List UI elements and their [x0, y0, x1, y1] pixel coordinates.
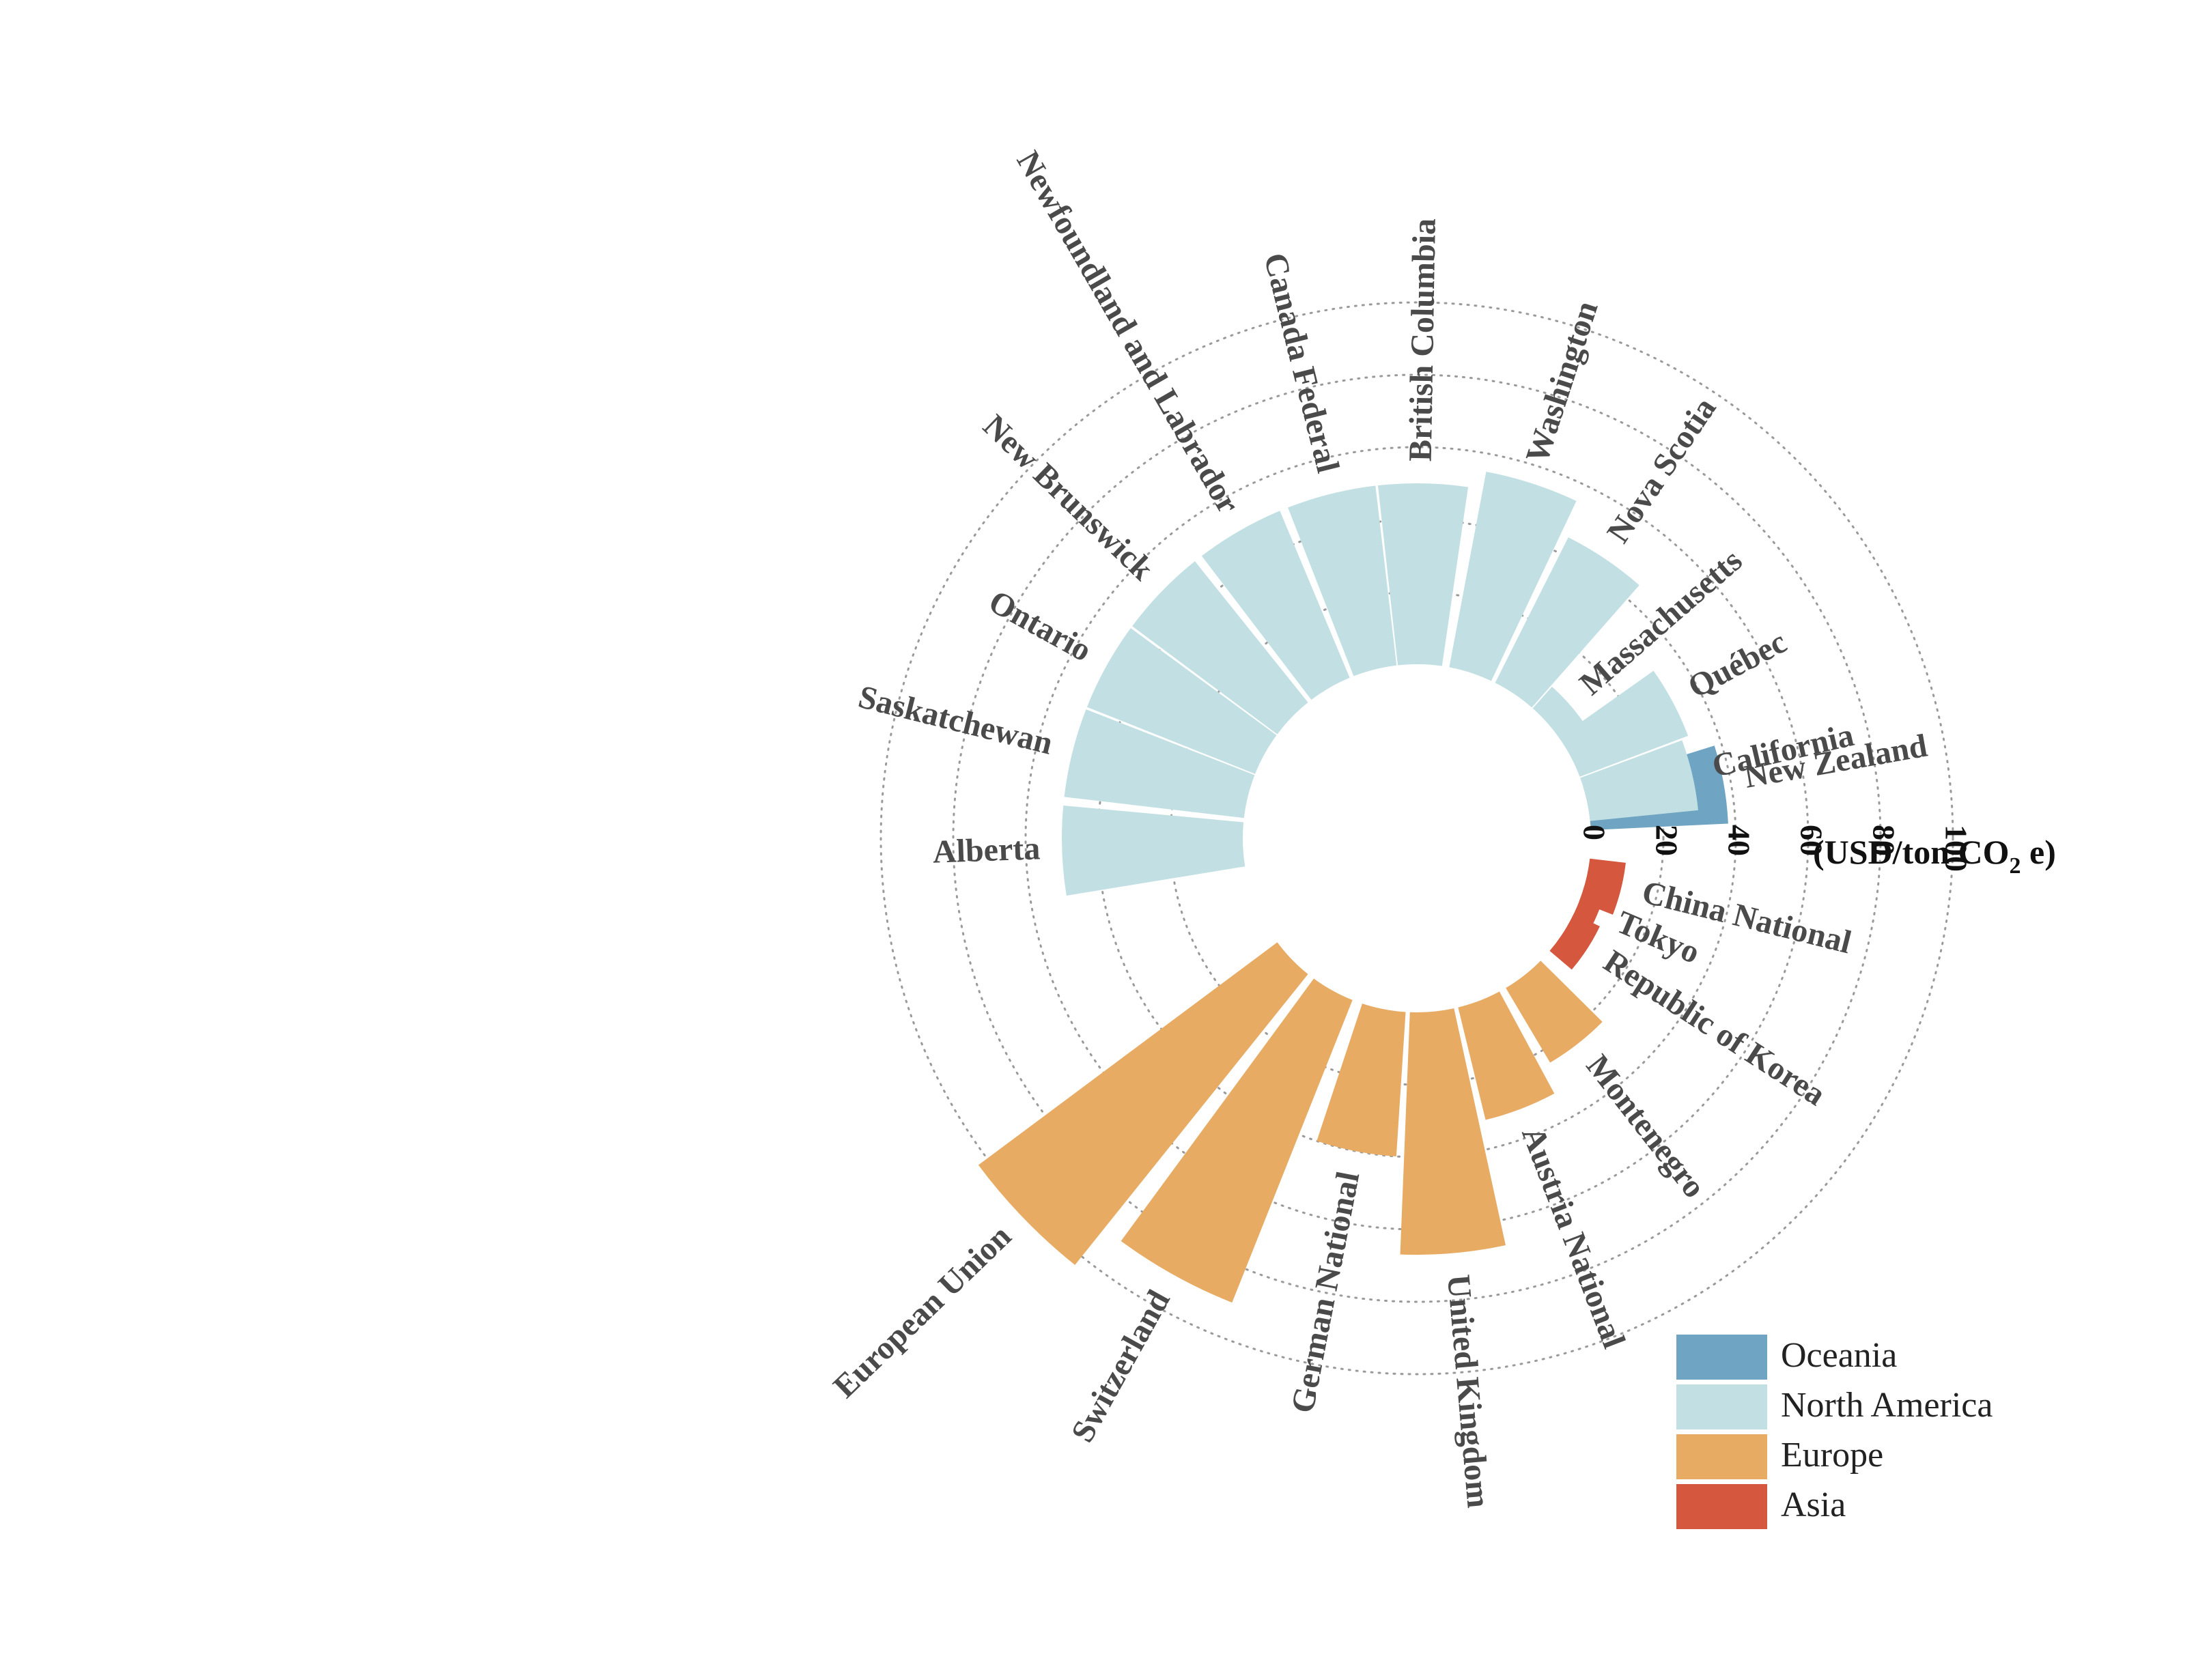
legend-swatch-asia [1676, 1484, 1767, 1529]
label-united-kingdom: United Kingdom [1440, 1273, 1497, 1509]
radial-tick-100: 100 [1939, 825, 1973, 872]
label-washington: Washington [1519, 297, 1605, 468]
grid-ring [879, 301, 1954, 1376]
bar-alberta [1062, 805, 1245, 896]
bars [978, 472, 1728, 1303]
legend-swatch-north-america [1676, 1384, 1767, 1429]
bar-european-union [978, 942, 1308, 1266]
radial-tick-40: 40 [1721, 825, 1756, 856]
bar-ontario [1086, 628, 1277, 774]
label-austria-national: Austria National [1515, 1122, 1632, 1353]
unit-subscript: 2 [2010, 853, 2021, 879]
label-canada-federal: Canada Federal [1256, 249, 1346, 476]
bar-republic-of-korea [1549, 913, 1600, 970]
bar-massachusetts [1532, 686, 1586, 742]
legend: Oceania North America Europe Asia [1676, 1335, 1993, 1529]
label-saskatchewan: Saskatchewan [855, 679, 1056, 762]
bar-saskatchewan [1064, 709, 1255, 818]
legend-label-asia: Asia [1781, 1485, 1846, 1524]
radial-tick-60: 60 [1794, 825, 1829, 856]
bar-qu-bec [1559, 670, 1689, 777]
bar-austria-national [1458, 991, 1555, 1120]
bar-washington [1449, 472, 1577, 681]
radial-axis: 0 20 40 60 80 100 [1577, 825, 1973, 872]
bar-canada-federal [1288, 485, 1397, 677]
unit-suffix: e) [2021, 833, 2056, 871]
unit-label: (USD/ton CO2 e) [1813, 833, 2056, 879]
legend-label-oceania: Oceania [1781, 1336, 1897, 1375]
bar-british-columbia [1377, 483, 1469, 666]
label-nova-scotia: Nova Scotia [1600, 391, 1723, 550]
bar-california [1580, 740, 1698, 821]
label-alberta: Alberta [932, 830, 1041, 870]
legend-label-europe: Europe [1781, 1436, 1883, 1475]
radial-tick-80: 80 [1866, 825, 1901, 856]
grid-ring [952, 373, 1882, 1303]
bar-german-national [1317, 1003, 1406, 1157]
label-european-union: European Union [826, 1218, 1018, 1405]
radial-tick-20: 20 [1649, 825, 1684, 856]
label-switzerland: Switzerland [1065, 1284, 1177, 1449]
legend-label-north-america: North America [1781, 1386, 1993, 1425]
bar-new-brunswick [1132, 561, 1308, 735]
label-new-brunswick: New Brunswick [976, 408, 1161, 587]
bar-switzerland [1121, 978, 1353, 1303]
label-ontario: Ontario [983, 583, 1097, 668]
grid-ring [1024, 446, 1810, 1231]
bar-montenegro [1506, 960, 1603, 1063]
legend-swatch-europe [1676, 1434, 1767, 1479]
radial-tick-0: 0 [1577, 825, 1611, 840]
bar-newfoundland-and-labrador [1201, 511, 1350, 700]
label-montenegro: Montenegro [1579, 1048, 1713, 1204]
label-british-columbia: British Columbia [1403, 218, 1443, 462]
label-german-national: German National [1284, 1169, 1366, 1416]
label-qu-bec: Québec [1683, 624, 1792, 705]
legend-swatch-oceania [1676, 1335, 1767, 1380]
bar-nova-scotia [1495, 537, 1639, 708]
bar-united-kingdom [1400, 1008, 1506, 1255]
